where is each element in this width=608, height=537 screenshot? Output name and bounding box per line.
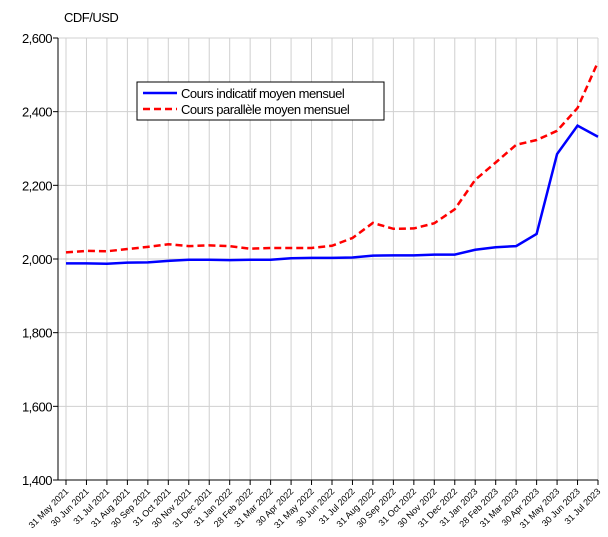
y-tick-label: 1,600 bbox=[22, 399, 52, 414]
y-tick-label: 2,200 bbox=[22, 178, 52, 193]
y-tick-label: 2,400 bbox=[22, 105, 52, 120]
y-tick-label: 1,400 bbox=[22, 473, 52, 488]
y-tick-label: 1,800 bbox=[22, 326, 52, 341]
legend-box bbox=[136, 81, 385, 121]
series-line bbox=[66, 124, 599, 266]
y-tick-label: 2,000 bbox=[22, 252, 52, 267]
series-line bbox=[65, 61, 600, 254]
legend-label: Cours parallèle moyen mensuel bbox=[181, 102, 350, 117]
legend-label: Cours indicatif moyen mensuel bbox=[181, 86, 345, 101]
y-axis-label: CDF/USD bbox=[64, 10, 118, 25]
y-tick-label: 2,600 bbox=[22, 31, 52, 46]
